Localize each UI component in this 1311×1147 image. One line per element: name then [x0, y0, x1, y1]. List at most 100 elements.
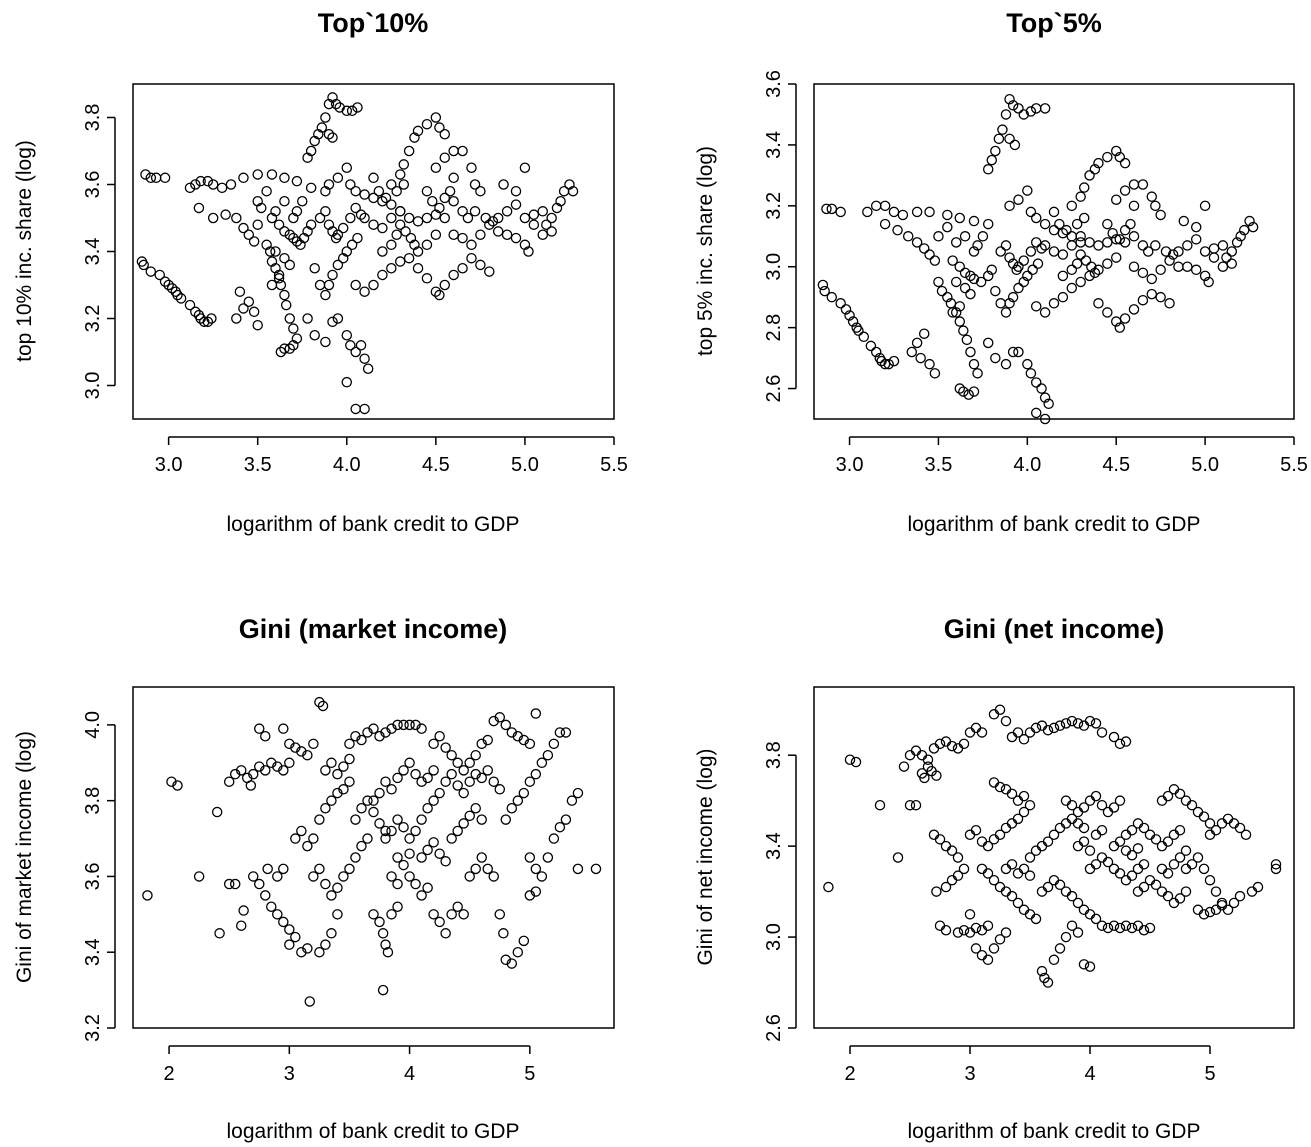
data-point: [446, 909, 457, 920]
data-point: [330, 98, 342, 110]
data-point: [231, 212, 242, 224]
data-point: [290, 742, 301, 753]
data-point: [386, 212, 397, 224]
data-point: [398, 765, 409, 776]
data-point: [400, 226, 411, 237]
data-point: [422, 772, 433, 784]
y-tick-label: 3.6: [82, 863, 104, 891]
data-point: [976, 950, 988, 961]
data-point: [1036, 840, 1048, 852]
data-point: [968, 386, 980, 397]
data-point: [1216, 899, 1228, 911]
data-point: [1192, 806, 1204, 818]
data-point: [1018, 255, 1030, 266]
data-point: [1108, 863, 1120, 875]
data-point: [1072, 718, 1084, 729]
data-point: [422, 882, 433, 894]
data-point: [248, 306, 260, 318]
data-point: [470, 768, 481, 780]
data-point: [970, 824, 982, 836]
data-point: [327, 316, 338, 328]
data-point: [278, 765, 289, 776]
data-point: [266, 901, 277, 913]
data-point: [254, 723, 265, 734]
y-tick-label: 3.4: [763, 131, 785, 159]
data-point: [184, 299, 196, 311]
data-point: [464, 810, 475, 822]
data-point: [193, 871, 205, 882]
data-point: [266, 169, 278, 180]
data-point: [476, 852, 487, 863]
data-point: [448, 172, 459, 184]
x-tick-label: 4.5: [1102, 454, 1130, 476]
data-point: [323, 128, 335, 140]
data-point: [924, 206, 935, 218]
data-point: [368, 909, 379, 920]
data-point: [1090, 913, 1102, 925]
data-point: [1244, 215, 1255, 227]
data-point: [266, 279, 278, 291]
data-point: [954, 301, 966, 312]
data-point: [308, 833, 319, 844]
data-point: [1199, 200, 1211, 212]
data-point: [316, 122, 328, 133]
data-point: [1155, 291, 1166, 303]
y-tick-label: 3.0: [763, 923, 785, 951]
data-point: [1024, 909, 1036, 920]
data-point: [368, 219, 379, 230]
data-point: [332, 909, 343, 920]
data-point: [279, 252, 290, 264]
data-point: [1102, 856, 1114, 868]
data-point: [1072, 806, 1084, 818]
data-point: [982, 868, 994, 879]
data-point: [1000, 109, 1012, 120]
data-point: [284, 939, 295, 950]
data-point: [1025, 368, 1037, 379]
data-point: [1018, 790, 1030, 802]
data-point: [934, 738, 946, 750]
data-point: [416, 776, 427, 787]
data-point: [536, 871, 548, 882]
data-point: [260, 765, 271, 776]
data-point: [452, 901, 463, 913]
data-point: [323, 279, 335, 291]
data-point: [145, 172, 157, 184]
data-point: [1054, 943, 1066, 954]
data-point: [314, 946, 325, 958]
x-tick-label: 5: [1204, 1063, 1215, 1085]
data-point: [394, 169, 406, 180]
data-point: [958, 738, 970, 750]
data-point: [993, 133, 1005, 145]
data-point: [1090, 790, 1102, 802]
data-point: [1144, 829, 1156, 841]
data-point: [1190, 264, 1202, 276]
data-point: [142, 890, 153, 901]
data-point: [1180, 845, 1192, 856]
data-point: [1054, 218, 1065, 230]
data-point: [512, 946, 524, 958]
data-point: [972, 368, 983, 379]
data-point: [1198, 811, 1210, 822]
data-point: [326, 757, 337, 769]
x-tick-label: 3.5: [925, 454, 953, 476]
data-point: [1119, 185, 1131, 196]
data-point: [1132, 818, 1144, 829]
data-point: [1128, 179, 1140, 190]
data-point: [952, 870, 964, 881]
data-point: [444, 185, 456, 197]
data-point: [1004, 200, 1015, 212]
data-point: [482, 734, 493, 746]
data-point: [1093, 240, 1104, 251]
data-point: [1114, 868, 1126, 879]
data-point: [434, 122, 445, 133]
data-point: [350, 185, 361, 197]
data-point: [327, 269, 338, 281]
data-point: [1102, 307, 1113, 318]
data-point: [1000, 927, 1012, 938]
data-point: [1174, 852, 1186, 863]
data-point: [252, 219, 263, 230]
data-point: [1030, 407, 1042, 419]
data-point: [537, 206, 548, 217]
data-point: [990, 285, 1001, 297]
